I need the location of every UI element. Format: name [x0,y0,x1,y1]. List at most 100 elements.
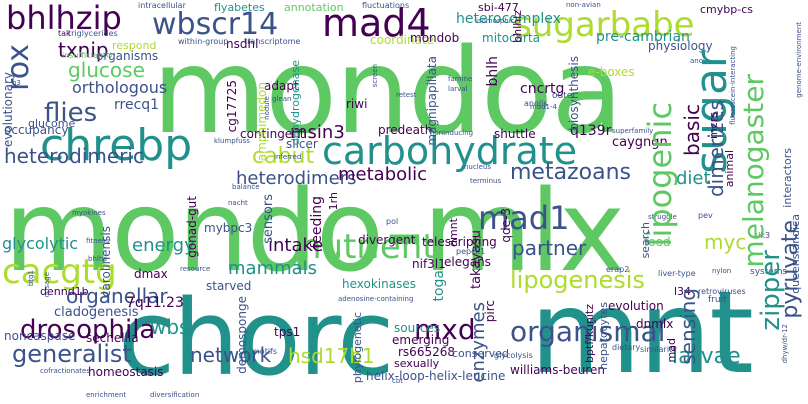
word-flyabetes: flyabetes [214,1,265,14]
word-sensing: sensing [676,288,700,365]
word-homeostasis: homeostasis [88,365,164,379]
word-tps1: tps1 [274,325,301,339]
word-l34: l34 [674,285,692,298]
word-amphimedon: amphimedon [255,82,269,162]
word-slicer: slicer [286,137,318,151]
word-q139r: q139r [570,123,612,139]
word-anolis: anolis [524,99,548,108]
word-e-boxes: e-boxes [588,65,635,79]
word-liver-type: liver-type [658,269,696,278]
word-fruit: fruit [708,295,727,305]
word-melanogaster: melanogaster [737,74,770,268]
word-lipogenesis: lipogenesis [510,266,645,294]
word-glucose: glucose [68,58,145,82]
word-flies: flies [44,98,98,128]
word-inferred: inferred [274,153,302,161]
word-emerging: emerging [392,333,450,347]
word-physiology: physiology [648,39,713,53]
word-within-group: within-group [178,37,229,46]
word-organellar: organellar [66,284,168,308]
word-heterodimers: heterodimers [236,168,357,189]
word-heterodimeric: heterodimeric [4,144,144,168]
word-metazoans: metazoans [510,160,631,185]
word-retroviruses: retroviruses [698,287,746,296]
word-search: search [639,222,652,259]
word-sexually: sexually [394,357,440,370]
word-pev: pev [698,211,713,220]
word-pol: pol [386,217,399,226]
word-resource: resource [180,265,211,273]
word-enrichment: enrichment [86,391,127,399]
word-partner: partner [512,236,587,260]
word-nacht: nacht [228,199,248,207]
word-dnmlx: dnmlx [636,317,674,331]
word-dehydrogenase: dehydrogenase [289,60,302,146]
word-phylogenetic: phylogenetic [351,312,364,384]
word-triglycerides: triglycerides [68,29,118,38]
word-anole: anole [690,57,710,65]
word-fluorescein: fluorescein-interacting [729,46,737,125]
word-drosophila: drosophila [20,315,156,345]
word-noninducing: noninducing [430,129,474,137]
word-cg17725: cg17725 [225,80,239,133]
word-mad1: mad1 [478,199,570,237]
word-evolutionary: evolutionary [1,72,15,148]
word-caygngn: caygngn [612,135,668,150]
word-organisms: organisms [96,49,159,63]
word-diet: diet [676,168,711,189]
word-chorc: chorc [118,277,394,399]
word-organismal: organismal [510,315,666,348]
word-dosage: dosage [43,272,51,298]
word-coordinate: coordinate [370,33,435,47]
word-queenslandica: queenslandica [789,214,802,294]
word-h3: h3 [12,79,21,87]
word-glycolytic: glycolytic [2,234,79,253]
word-food: food [644,235,671,249]
word-rs665268: rs665268 [398,345,455,359]
word-demosponge: demosponge [235,296,249,374]
word-telescripting: telescripting [422,235,497,249]
word-dennd1b: dennd1b [40,285,89,298]
word-retest: retest [396,91,417,99]
word-occupancy: occupancy [4,123,69,137]
word-rrecq1: rrecq1 [114,97,160,113]
word-mcrs: mcrs [707,112,720,140]
word-nsdhl: nsdhl [226,37,259,51]
word-nucleus: nucleus [464,163,492,171]
word-cbt: cbt [392,377,404,385]
word-cncrtg: cncrtg [520,81,565,97]
word-systems: systems [750,267,788,277]
word-fluctuations: fluctuations [362,1,410,10]
word-1rh: 1rh [327,192,340,211]
word-riwi: riwi [346,97,368,111]
word-bhlhs: bhlhs [88,255,107,263]
word-orthologous: orthologous [72,78,168,97]
word-gonad-gut: gonad-gut [185,196,199,258]
word-nodule: nodule [263,96,271,120]
word-nylon: nylon [712,267,732,275]
word-nutrient: nutrient [300,227,436,267]
word-mondob: mondob [410,31,460,45]
word-genome-environment: genome-environment [795,22,803,98]
word-sik3: sik3 [754,231,771,240]
word-wbscr14: wbscr14 [152,7,279,42]
word-contingent: contingent [240,127,305,141]
word-dmax: dmax [134,267,168,281]
word-generalist: generalist [12,340,132,368]
word-nif3l1: nif3l1 [412,257,446,271]
word-energy: energy [132,235,195,256]
word-terminus: terminus [470,177,502,185]
word-hepatocytes: hepatocytes [597,302,610,370]
word-myc: myc [704,230,747,254]
word-klumpfuss: klumpfuss [214,137,250,145]
word-cofractionates: cofractionates [40,367,91,375]
word-struggle: struggle [648,213,677,221]
word-cacgtg: cacgtg [2,252,117,292]
word-heterocomplex: heterocomplex [456,11,561,27]
word-conserved: conserved [452,347,510,360]
word-bhlhlz: bhlhlz [511,10,524,43]
word-qde-3: qde-3 [499,208,513,243]
word-mad: mad [665,338,678,363]
word-biosynthesis: biosynthesis [567,56,581,131]
